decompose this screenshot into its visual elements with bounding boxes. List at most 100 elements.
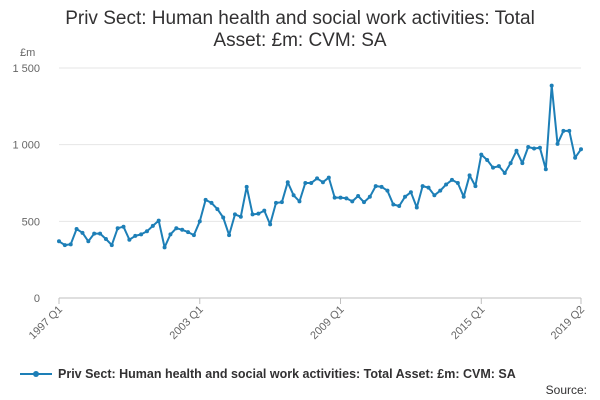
data-point: [168, 232, 173, 237]
data-point: [350, 199, 355, 204]
legend: Priv Sect: Human health and social work …: [20, 366, 516, 382]
data-point: [573, 155, 578, 160]
x-tick-label: 2015 Q1: [449, 304, 487, 342]
data-point: [186, 230, 191, 235]
data-point: [520, 161, 525, 166]
data-point: [543, 167, 548, 172]
data-point: [86, 239, 91, 244]
data-point: [268, 222, 273, 227]
data-point: [150, 223, 155, 228]
data-point: [344, 196, 349, 201]
data-point: [121, 224, 126, 229]
data-point: [532, 146, 537, 151]
data-point: [414, 205, 419, 210]
data-point: [491, 165, 496, 170]
data-point: [467, 173, 472, 178]
data-point: [361, 200, 366, 205]
data-point: [408, 190, 413, 195]
data-point: [262, 208, 267, 213]
data-point: [162, 245, 167, 250]
data-point: [432, 193, 437, 198]
legend-label: Priv Sect: Human health and social work …: [58, 367, 516, 381]
data-point: [156, 218, 161, 223]
data-point: [103, 236, 108, 241]
data-point: [279, 200, 284, 205]
data-point: [449, 177, 454, 182]
legend-swatch-icon: [20, 367, 52, 381]
data-point: [403, 194, 408, 199]
chart-title-line-2: Asset: £m: CVM: SA: [213, 30, 387, 51]
data-point: [537, 145, 542, 150]
y-tick-label: 0: [34, 293, 40, 305]
data-point: [332, 195, 337, 200]
data-point: [385, 188, 390, 193]
data-point: [115, 226, 120, 231]
data-point: [315, 176, 320, 181]
data-point: [567, 128, 572, 133]
y-tick-label: 1 000: [12, 140, 40, 152]
data-point: [326, 175, 331, 180]
data-point: [144, 229, 149, 234]
data-point: [309, 181, 314, 185]
chart-title-line-1: Priv Sect: Human health and social work …: [65, 8, 535, 29]
data-point: [555, 141, 560, 146]
data-point: [549, 83, 554, 88]
data-point: [197, 219, 202, 224]
gridlines: [59, 67, 581, 299]
data-point: [291, 193, 296, 198]
data-point: [109, 243, 114, 248]
series-group: [57, 83, 583, 250]
data-point: [57, 239, 61, 244]
series-line: [58, 84, 582, 249]
y-axis-ticks: 0 500 1 000 1 500: [12, 63, 40, 305]
data-point: [391, 202, 396, 207]
data-point: [221, 215, 226, 220]
data-point: [174, 226, 179, 231]
data-point: [514, 148, 519, 153]
data-point: [508, 161, 513, 166]
data-point: [203, 197, 208, 202]
data-point: [98, 231, 103, 236]
data-point: [256, 211, 261, 216]
x-tick-label: 2019 Q2: [549, 304, 587, 342]
data-point: [338, 195, 343, 200]
y-tick-label: 500: [22, 216, 40, 228]
data-point: [502, 171, 507, 176]
y-axis-unit-label: £m: [20, 47, 35, 59]
data-point: [485, 158, 490, 162]
chart-title: Priv Sect: Human health and social work …: [0, 8, 600, 52]
data-point: [191, 233, 196, 238]
data-point: [227, 233, 232, 238]
data-point: [92, 231, 97, 236]
data-point: [473, 184, 478, 189]
data-point: [526, 144, 531, 149]
data-point: [479, 152, 484, 157]
data-point: [274, 200, 279, 205]
data-point: [238, 214, 243, 219]
data-point: [561, 128, 566, 133]
x-tick-label: 1997 Q1: [27, 304, 65, 342]
data-point: [461, 194, 466, 199]
data-point: [438, 188, 443, 193]
data-point: [68, 242, 73, 247]
data-point: [297, 199, 302, 204]
data-point: [133, 233, 138, 238]
data-point: [426, 185, 431, 190]
data-point: [579, 147, 583, 152]
data-point: [62, 243, 67, 248]
x-tick-label: 2009 Q1: [308, 304, 346, 342]
data-point: [496, 164, 501, 169]
data-point: [455, 181, 460, 185]
data-point: [244, 184, 249, 189]
data-point: [80, 230, 85, 235]
data-point: [180, 227, 185, 232]
data-point: [250, 212, 255, 217]
data-point: [209, 200, 214, 205]
data-point: [285, 180, 290, 185]
source-label: Source:: [545, 383, 587, 397]
data-point: [373, 184, 378, 189]
data-point: [127, 237, 132, 242]
data-point: [367, 194, 372, 199]
data-point: [379, 184, 384, 189]
